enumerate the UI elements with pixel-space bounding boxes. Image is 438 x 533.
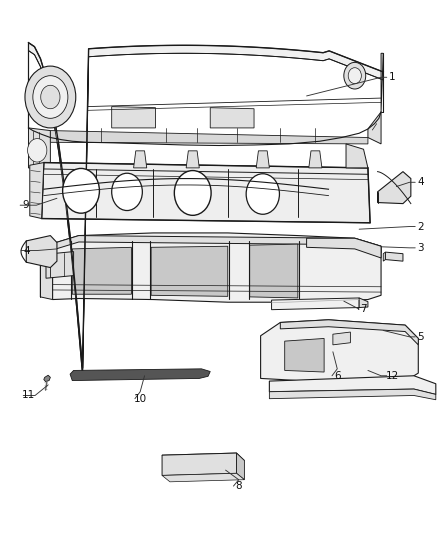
- Text: 4: 4: [417, 177, 424, 187]
- Text: 5: 5: [417, 332, 424, 342]
- Polygon shape: [70, 369, 210, 381]
- Polygon shape: [237, 453, 244, 480]
- Polygon shape: [385, 252, 403, 261]
- Polygon shape: [72, 247, 131, 294]
- Text: 8: 8: [235, 481, 242, 491]
- Polygon shape: [272, 298, 359, 310]
- Circle shape: [344, 62, 366, 89]
- Polygon shape: [269, 389, 436, 400]
- Polygon shape: [359, 298, 368, 308]
- Polygon shape: [53, 236, 381, 253]
- Circle shape: [174, 171, 211, 215]
- Polygon shape: [186, 151, 199, 168]
- Polygon shape: [162, 453, 237, 475]
- Polygon shape: [307, 238, 381, 258]
- Circle shape: [348, 68, 361, 84]
- Polygon shape: [285, 338, 324, 372]
- Polygon shape: [46, 252, 74, 278]
- Text: 6: 6: [334, 371, 341, 381]
- Text: 3: 3: [417, 243, 424, 253]
- Text: 1: 1: [389, 72, 396, 82]
- Text: 9: 9: [22, 200, 29, 210]
- Polygon shape: [269, 376, 436, 394]
- Polygon shape: [309, 151, 322, 168]
- Polygon shape: [383, 252, 385, 261]
- Polygon shape: [151, 246, 228, 296]
- Polygon shape: [50, 131, 368, 144]
- Polygon shape: [134, 151, 147, 168]
- Text: 10: 10: [134, 394, 147, 403]
- Polygon shape: [26, 236, 57, 268]
- Circle shape: [112, 173, 142, 211]
- Text: 7: 7: [360, 304, 367, 314]
- Circle shape: [28, 139, 47, 162]
- Polygon shape: [368, 112, 381, 144]
- Circle shape: [25, 66, 76, 128]
- Polygon shape: [28, 43, 383, 376]
- Polygon shape: [261, 320, 418, 383]
- Polygon shape: [280, 320, 418, 345]
- Text: 11: 11: [22, 391, 35, 400]
- Polygon shape: [162, 473, 244, 482]
- Polygon shape: [112, 107, 155, 128]
- Polygon shape: [40, 244, 53, 300]
- Circle shape: [63, 168, 99, 213]
- Polygon shape: [30, 163, 44, 219]
- Polygon shape: [256, 151, 269, 168]
- Polygon shape: [53, 233, 381, 302]
- Text: 4: 4: [23, 246, 30, 255]
- Polygon shape: [250, 244, 298, 298]
- Text: 2: 2: [417, 222, 424, 231]
- Polygon shape: [381, 53, 383, 112]
- Polygon shape: [333, 332, 350, 345]
- Text: 12: 12: [385, 371, 399, 381]
- Circle shape: [246, 174, 279, 214]
- Circle shape: [33, 76, 68, 118]
- Polygon shape: [42, 163, 370, 223]
- Polygon shape: [346, 144, 368, 168]
- Polygon shape: [378, 172, 411, 204]
- Circle shape: [41, 85, 60, 109]
- Polygon shape: [44, 375, 50, 382]
- Polygon shape: [162, 453, 244, 463]
- Polygon shape: [28, 128, 50, 171]
- Polygon shape: [210, 108, 254, 128]
